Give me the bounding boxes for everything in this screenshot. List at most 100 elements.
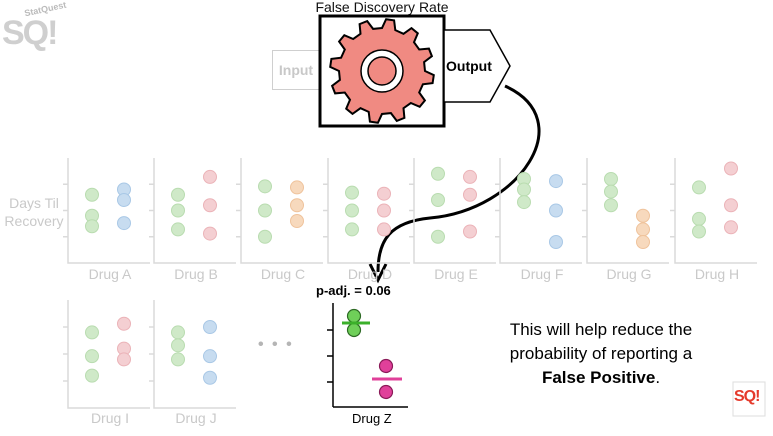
panel-label: Drug I — [90, 410, 130, 426]
output-arrow-shape — [443, 29, 511, 103]
panel-point-right — [117, 352, 131, 367]
panel-point-left — [171, 203, 185, 218]
panel-point-right — [203, 370, 217, 385]
panel-axis — [153, 158, 236, 264]
panel-point-left — [431, 193, 445, 207]
panel-point-left — [345, 222, 359, 237]
panel-axis — [153, 300, 236, 409]
message-period: . — [655, 368, 661, 387]
green-point — [346, 308, 362, 324]
panel-point-right — [724, 220, 738, 235]
panel-point-left — [85, 368, 99, 383]
panel-point-left — [692, 224, 706, 239]
panel-point-left — [171, 338, 185, 353]
drug-z-panel — [327, 303, 408, 408]
panel-point-right — [463, 187, 477, 202]
y-axis-label-line1: Days Til — [9, 195, 59, 211]
curved-arrow — [376, 84, 541, 273]
panel-point-right — [377, 186, 391, 201]
curved-arrow-head — [368, 263, 388, 284]
panel-point-left — [171, 222, 185, 237]
panel-point-left — [258, 179, 272, 194]
panel-point-right — [203, 349, 217, 364]
panel-axis — [67, 158, 150, 264]
panel-point-left — [345, 185, 359, 200]
panel-point-right — [117, 216, 131, 231]
panel-point-left — [517, 195, 531, 210]
panel-label: Drug E — [434, 266, 478, 282]
panel-axis — [674, 158, 757, 264]
panel-point-right — [463, 169, 477, 184]
magenta-point — [378, 358, 394, 374]
panel-point-left — [258, 229, 272, 244]
panel-point-right — [203, 169, 217, 184]
panel-label: Drug A — [88, 266, 132, 282]
panel-point-right — [290, 214, 304, 228]
panel-point-right — [463, 224, 477, 239]
panel-axis — [413, 158, 496, 264]
panel-point-left — [171, 352, 185, 367]
process-title: False Discovery Rate — [315, 0, 449, 15]
panel-point-right — [377, 222, 391, 237]
panel-label: Drug F — [520, 266, 564, 282]
statquest-corner-logo — [732, 381, 766, 417]
panel-point-left — [85, 349, 99, 364]
panel-point-left — [517, 182, 531, 197]
magenta-point — [378, 384, 394, 400]
panel-point-right — [636, 208, 650, 223]
panel-label: Drug G — [606, 266, 652, 282]
statquest-logo: StatQuest SQ! — [2, 0, 67, 58]
green-point — [346, 322, 362, 338]
panel-point-left — [604, 198, 618, 213]
ellipsis: • • • — [258, 336, 294, 353]
panel-point-right — [117, 193, 131, 207]
panel-point-left — [431, 229, 445, 244]
panel-point-right — [636, 222, 650, 237]
message-bold: False Positive — [541, 368, 656, 387]
panel-axis — [327, 158, 410, 264]
panel-label: Drug B — [174, 266, 218, 282]
panel-point-left — [85, 325, 99, 340]
gear-icon — [329, 18, 435, 124]
panel-label: Drug D — [347, 266, 393, 282]
panel-point-left — [604, 184, 618, 199]
panel-axis — [67, 300, 150, 409]
gear-hub — [367, 56, 397, 86]
message-line2: probability of reporting a — [509, 344, 693, 363]
panel-point-right — [203, 198, 217, 213]
y-axis-label: Days Til Recovery — [0, 194, 68, 230]
panel-point-left — [171, 325, 185, 340]
panel-point-right — [549, 203, 563, 218]
panel-point-left — [85, 219, 99, 234]
panel-point-left — [258, 203, 272, 218]
y-axis-label-line2: Recovery — [4, 213, 64, 229]
panel-point-left — [431, 166, 445, 181]
panel-axis — [586, 158, 669, 264]
panel-point-right — [549, 235, 563, 249]
logo-big-text: SQ! — [2, 14, 58, 52]
panel-point-left — [604, 172, 618, 186]
panel-label: Drug J — [175, 410, 217, 426]
panel-label: Drug H — [694, 266, 740, 282]
panel-point-left — [345, 203, 359, 218]
corner-logo-text: SQ! — [734, 388, 760, 405]
panel-point-left — [692, 180, 706, 195]
panel-point-right — [203, 226, 217, 241]
panel-point-left — [692, 211, 706, 226]
drug-z-pvalue: p-adj. = 0.06 — [316, 283, 391, 298]
panel-point-right — [203, 320, 217, 334]
panel-point-right — [290, 198, 304, 213]
panel-point-right — [724, 161, 738, 176]
panel-point-left — [85, 187, 99, 202]
drug-z-label: Drug Z — [352, 411, 392, 426]
panel-point-right — [636, 235, 650, 249]
message: This will help reduce the probability of… — [470, 318, 732, 390]
panel-label: Drug C — [260, 266, 306, 282]
message-line3: False Positive. — [470, 366, 732, 390]
panel-point-left — [171, 187, 185, 202]
panel-point-right — [549, 174, 563, 189]
panel-point-right — [377, 203, 391, 218]
message-line1: This will help reduce the — [509, 320, 693, 339]
panel-point-right — [724, 198, 738, 213]
